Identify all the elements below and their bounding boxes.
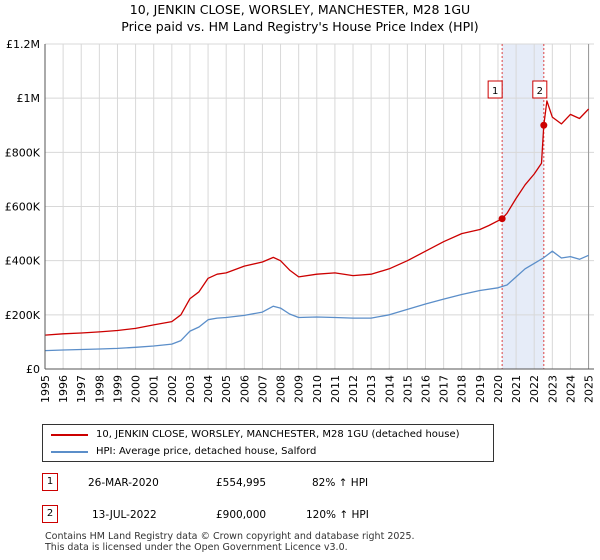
x-tick-label: 2002 [166, 375, 179, 403]
x-tick-label: 2020 [492, 375, 505, 403]
x-tick-label: 2007 [256, 375, 269, 403]
y-tick-label: £200K [5, 309, 41, 322]
x-tick-label: 2016 [419, 375, 432, 403]
x-tick-label: 2022 [528, 375, 541, 403]
sale-point-1 [498, 215, 506, 223]
sale-point-2 [540, 121, 548, 129]
chart-subtitle: Price paid vs. HM Land Registry's House … [121, 19, 479, 34]
marker-2-label: 2 [537, 86, 543, 97]
transaction-row: 1 26-MAR-2020 £554,995 82% ↑ HPI [42, 473, 442, 493]
marker-2-box [532, 80, 548, 99]
chart-title: 10, JENKIN CLOSE, WORSLEY, MANCHESTER, M… [129, 2, 471, 17]
x-tick-label: 2003 [184, 375, 197, 403]
legend-label-hpi: HPI: Average price, detached house, Salf… [96, 446, 317, 457]
x-tick-label: 2006 [238, 375, 251, 403]
x-tick-label: 2004 [202, 375, 215, 403]
legend-entry-hpi: HPI: Average price, detached house, Salf… [51, 443, 491, 460]
x-tick-label: 2013 [365, 375, 378, 403]
marker-1-label: 1 [492, 86, 498, 97]
y-tick-label: £1M [17, 92, 41, 105]
x-tick-label: 1996 [57, 375, 70, 403]
x-tick-label: 2011 [329, 375, 342, 403]
x-tick-label: 1997 [75, 375, 88, 403]
legend: 10, JENKIN CLOSE, WORSLEY, MANCHESTER, M… [42, 424, 494, 462]
x-tick-label: 1998 [93, 375, 106, 403]
hpi-line [44, 250, 589, 352]
legend-label-property: 10, JENKIN CLOSE, WORSLEY, MANCHESTER, M… [96, 429, 460, 440]
y-tick-label: £1.2M [6, 38, 40, 51]
x-tick-label: 2018 [456, 375, 469, 403]
x-tick-label: 1999 [111, 375, 124, 403]
y-tick-label: £0 [26, 363, 40, 376]
footer-copyright: Contains HM Land Registry data © Crown c… [45, 531, 415, 542]
marker-1-box [487, 80, 503, 99]
x-tick-label: 2009 [293, 375, 306, 403]
transaction-price: £554,995 [216, 477, 267, 489]
y-tick-label: £400K [5, 255, 41, 268]
x-tick-label: 2023 [546, 375, 559, 403]
footer-licence: This data is licensed under the Open Gov… [45, 541, 348, 553]
x-tick-label: 2015 [401, 375, 414, 403]
transaction-marker-badge: 1 [42, 473, 58, 491]
legend-entry-property: 10, JENKIN CLOSE, WORSLEY, MANCHESTER, M… [51, 426, 491, 443]
x-tick-label: 2019 [474, 375, 487, 403]
legend-swatch-property [51, 434, 88, 436]
x-tick-label: 2012 [347, 375, 360, 403]
footer: Contains HM Land Registry data © Crown c… [45, 531, 415, 553]
transaction-row: 2 13-JUL-2022 £900,000 120% ↑ HPI [42, 505, 442, 525]
x-tick-label: 2010 [311, 375, 324, 403]
legend-swatch-hpi [51, 451, 88, 453]
transaction-hpi: 82% ↑ HPI [312, 477, 369, 489]
x-tick-label: 2008 [275, 375, 288, 403]
price-chart: £0 £200K £400K £600K £800K £1M £1.2M 1995 1996 19… [5, 38, 596, 403]
x-tick-label: 2021 [510, 375, 523, 403]
x-tick-label: 2005 [220, 375, 233, 403]
y-tick-label: £600K [5, 201, 41, 214]
x-tick-label: 2014 [383, 375, 396, 403]
x-tick-label: 2001 [148, 375, 161, 403]
transaction-hpi: 120% ↑ HPI [306, 509, 369, 521]
x-tick-label: 2017 [438, 375, 451, 403]
x-tick-label: 2025 [583, 375, 596, 403]
x-tick-label: 2000 [130, 375, 143, 403]
transaction-date: 26-MAR-2020 [88, 477, 159, 489]
x-tick-label: 1995 [39, 375, 52, 403]
transaction-price: £900,000 [216, 509, 267, 521]
y-tick-label: £800K [5, 146, 41, 159]
transaction-marker-badge: 2 [42, 505, 58, 523]
transaction-date: 13-JUL-2022 [92, 509, 157, 521]
property-price-line [44, 100, 590, 336]
x-tick-label: 2024 [564, 375, 577, 403]
